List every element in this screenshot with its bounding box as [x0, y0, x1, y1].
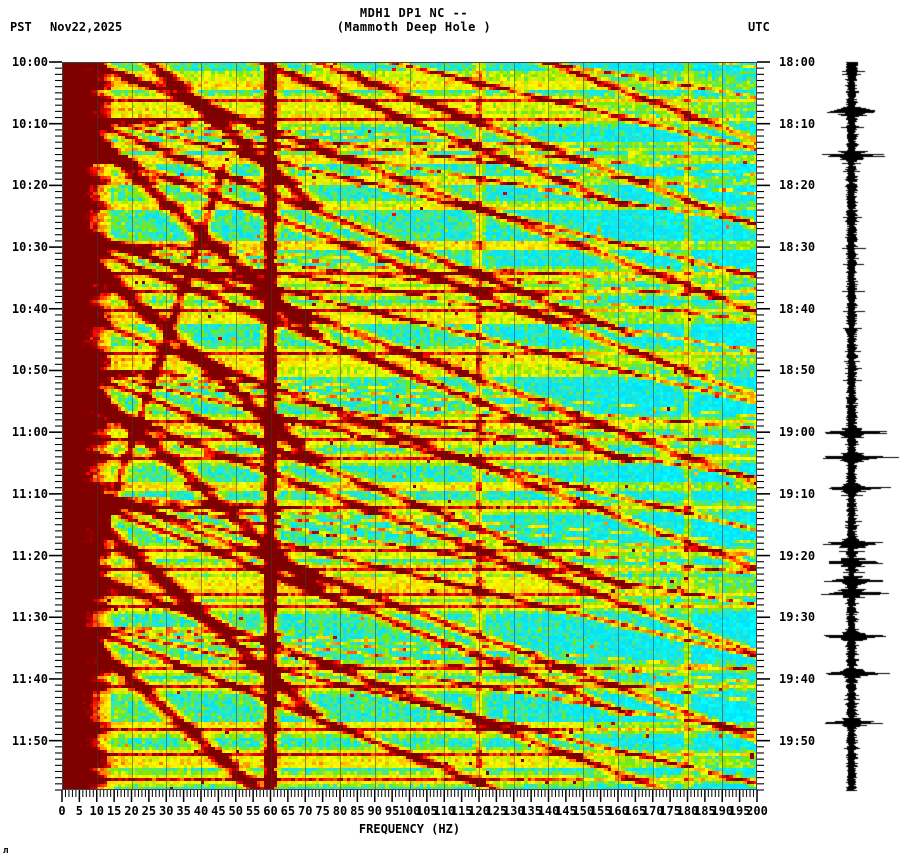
utc-tick-label: 19:30 — [779, 610, 816, 625]
frequency-tick-label: 10 — [89, 804, 104, 818]
frequency-tick-label: 110 — [433, 804, 456, 818]
frequency-tick-label: 140 — [537, 804, 560, 818]
frequency-tick-label: 20 — [124, 804, 139, 818]
utc-tick-label: 18:10 — [779, 116, 816, 131]
frequency-tick-label: 15 — [106, 804, 122, 818]
frequency-tick-label: 130 — [502, 804, 525, 818]
frequency-tick-label: 185 — [694, 804, 716, 818]
utc-tick-label: 18:20 — [779, 178, 816, 193]
frequency-tick-label: 125 — [485, 804, 508, 818]
spectrogram-heatmap — [62, 62, 757, 790]
frequency-tick-label: 195 — [728, 804, 751, 818]
pst-tick-label: 10:10 — [11, 116, 48, 131]
pst-tick-label: 10:00 — [11, 55, 48, 69]
frequency-tick-label: 60 — [263, 804, 278, 818]
frequency-tick-label: 115 — [450, 804, 473, 818]
pst-tick-label: 10:40 — [11, 301, 48, 316]
frequency-tick-label: 90 — [367, 804, 382, 818]
utc-tick-label: 19:40 — [779, 671, 816, 686]
time-axis-pst-ticks — [49, 61, 62, 791]
frequency-tick-label: 55 — [245, 804, 261, 818]
frequency-tick-label: 45 — [211, 804, 226, 818]
pst-tick-label: 11:10 — [11, 486, 48, 501]
frequency-tick-label: 75 — [315, 804, 330, 818]
frequency-axis-title: FREQUENCY (HZ) — [358, 822, 461, 836]
frequency-tick-label: 155 — [589, 804, 612, 818]
time-axis-utc-ticks — [757, 61, 770, 791]
time-axis-utc: 18:00 18:10 18:20 18:30 18:40 18:50 19:00 19:10… — [757, 0, 837, 864]
utc-tick-label: 18:40 — [779, 301, 816, 316]
pst-tick-label: 11:00 — [11, 425, 48, 440]
station-description: (Mammoth Deep Hole ) — [336, 20, 492, 34]
pst-tick-label: 10:20 — [11, 178, 48, 193]
frequency-tick-label: 65 — [280, 804, 296, 818]
seismogram-trace-panel — [820, 55, 902, 800]
timezone-label-right: UTC — [748, 20, 770, 34]
frequency-tick-label: 40 — [193, 804, 209, 818]
utc-tick-label: 18:00 — [779, 55, 816, 69]
helicorder-trace — [820, 55, 902, 800]
frequency-tick-label: 5 — [75, 804, 83, 818]
utc-tick-label: 18:30 — [779, 240, 816, 255]
frequency-tick-label: 85 — [350, 804, 365, 818]
pst-tick-label: 11:30 — [11, 610, 48, 625]
frequency-tick-label: 105 — [416, 804, 438, 818]
frequency-tick-label: 175 — [659, 804, 681, 818]
frequency-tick-label: 70 — [298, 804, 313, 818]
frequency-tick-label: 200 — [746, 804, 768, 818]
frequency-tick-label: 120 — [468, 804, 490, 818]
frequency-tick-label: 160 — [607, 804, 629, 818]
frequency-axis-ticks — [61, 790, 758, 802]
pst-tick-label: 10:50 — [11, 363, 48, 378]
utc-tick-label: 19:50 — [779, 733, 816, 748]
frequency-tick-label: 190 — [711, 804, 734, 818]
frequency-tick-label: 170 — [641, 804, 664, 818]
station-title: MDH1 DP1 NC -- — [359, 6, 469, 20]
pst-tick-label: 11:40 — [11, 671, 48, 686]
pst-tick-label: 10:30 — [11, 240, 48, 255]
utc-tick-label: 19:00 — [779, 425, 816, 440]
timezone-label-left: PST — [10, 20, 32, 34]
frequency-tick-label: 150 — [572, 804, 595, 818]
frequency-tick-label: 0 — [58, 804, 66, 818]
frequency-tick-label: 80 — [332, 804, 348, 818]
frequency-tick-label: 145 — [555, 804, 577, 818]
frequency-tick-label: 50 — [228, 804, 243, 818]
pst-tick-label: 11:20 — [11, 548, 48, 563]
utc-tick-label: 19:20 — [779, 548, 816, 563]
frequency-tick-label: 25 — [141, 804, 157, 818]
frequency-tick-label: 100 — [398, 804, 421, 818]
utc-tick-label: 18:50 — [779, 363, 816, 378]
frequency-tick-label: 180 — [676, 804, 699, 818]
frequency-tick-label: 135 — [520, 804, 542, 818]
corner-artifact-glyph: л — [3, 846, 9, 856]
date-label: Nov22,2025 — [50, 20, 123, 34]
pst-tick-label: 11:50 — [11, 733, 48, 748]
time-axis-pst: 10:00 10:10 10:20 10:30 10:40 10:50 11:00 11:10… — [0, 0, 62, 864]
frequency-tick-label: 35 — [176, 804, 191, 818]
frequency-tick-label: 165 — [624, 804, 647, 818]
frequency-tick-label: 95 — [384, 804, 400, 818]
frequency-tick-label: 30 — [159, 804, 174, 818]
utc-tick-label: 19:10 — [779, 486, 816, 501]
frequency-axis: 0 5 10 15 20 25 30 35 40 45 50 55 60 65 70 75 80 85 90 95 10… — [0, 790, 902, 864]
